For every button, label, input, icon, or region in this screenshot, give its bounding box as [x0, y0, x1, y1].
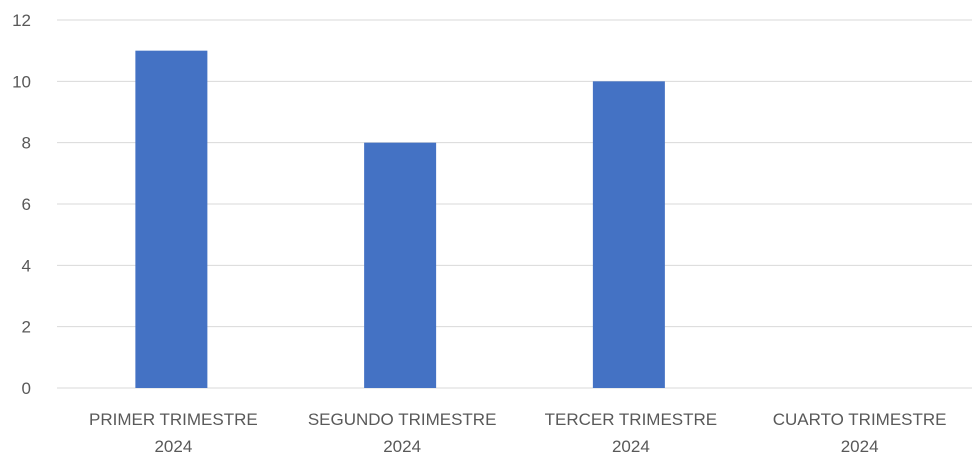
bar-1	[135, 50, 208, 389]
x-category-label-line: SEGUNDO TRIMESTRE	[308, 410, 497, 429]
y-tick-label: 8	[22, 134, 31, 153]
y-tick-label: 12	[12, 11, 31, 30]
x-category-label-line: CUARTO TRIMESTRE	[773, 410, 947, 429]
x-category-label: TERCER TRIMESTRE 2024	[545, 410, 718, 456]
y-tick-label: 0	[22, 379, 31, 398]
x-category-label-line: 2024	[612, 437, 650, 456]
x-category-label: PRIMER TRIMESTRE 2024	[89, 410, 258, 456]
y-tick-label: 10	[12, 72, 31, 91]
x-category-label-line: 2024	[154, 437, 192, 456]
y-tick-label: 2	[22, 318, 31, 337]
bar-3	[592, 81, 665, 388]
x-category-label-line: TERCER TRIMESTRE	[545, 410, 718, 429]
gridlines	[57, 19, 972, 389]
x-category-label: CUARTO TRIMESTRE 2024	[773, 410, 947, 456]
bar-2	[364, 142, 437, 388]
y-tick-label: 4	[22, 256, 31, 275]
y-tick-label: 6	[22, 195, 31, 214]
bars	[135, 50, 665, 389]
x-category-label-line: 2024	[841, 437, 879, 456]
x-category-label: SEGUNDO TRIMESTRE 2024	[308, 410, 497, 456]
x-axis-category-labels: PRIMER TRIMESTRE 2024 SEGUNDO TRIMESTRE 202…	[89, 410, 947, 456]
y-axis-tick-labels: 0 2 4 6 8 10 12	[12, 11, 31, 398]
x-category-label-line: PRIMER TRIMESTRE	[89, 410, 258, 429]
x-category-label-line: 2024	[383, 437, 421, 456]
